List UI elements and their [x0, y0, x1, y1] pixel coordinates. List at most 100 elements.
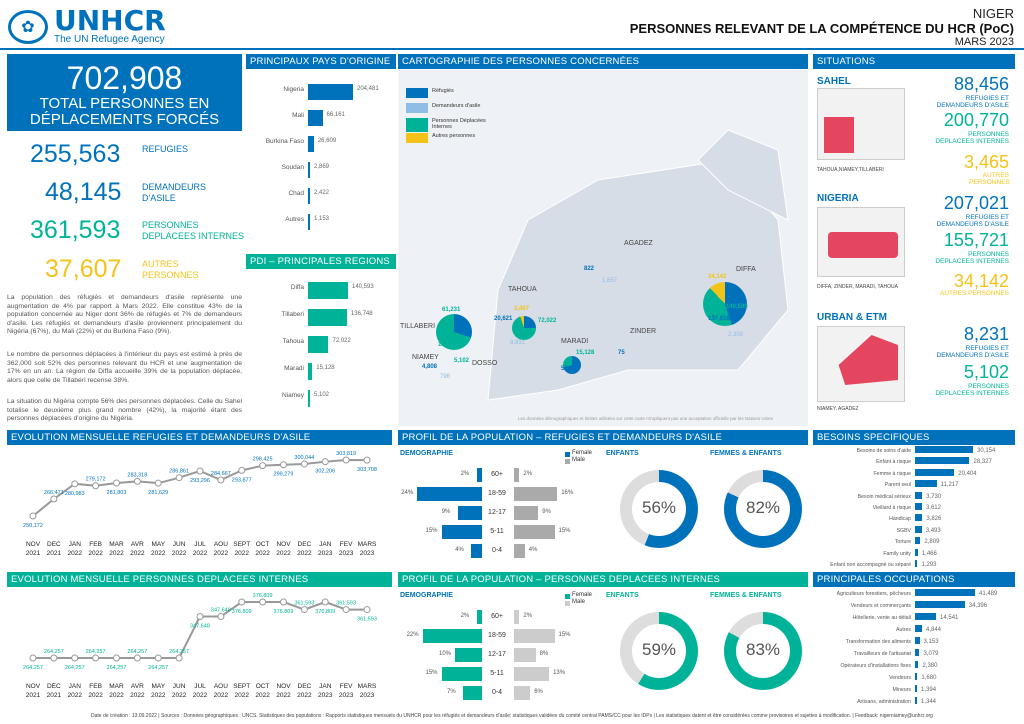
month-tick: OCT: [256, 683, 270, 690]
org-name: UNHCR: [54, 4, 166, 37]
situation-value: 88,456: [953, 74, 1009, 94]
data-label: 264,257: [127, 649, 147, 655]
month-tick: 2022: [172, 692, 187, 699]
male-bar: [514, 506, 539, 520]
donut-hole: [736, 482, 790, 536]
bar-value: 3,153: [923, 639, 939, 645]
data-label: 347,648: [190, 624, 210, 630]
data-point: [196, 613, 204, 621]
data-point: [29, 654, 37, 662]
stat-value: 361,593: [30, 216, 121, 244]
bar: [915, 514, 923, 522]
month-tick: 2022: [88, 550, 103, 557]
data-point: [29, 512, 37, 520]
data-point: [363, 456, 371, 464]
bar-value: 1,153: [314, 216, 330, 222]
month-tick: 2022: [235, 692, 250, 699]
month-tick: 2022: [130, 692, 145, 699]
data-label: 264,257: [23, 665, 43, 671]
data-label: 303,708: [357, 467, 377, 473]
month-tick: MAR: [109, 683, 124, 690]
data-label: 293,877: [232, 477, 252, 483]
bar: [308, 110, 323, 127]
demographie-label: DEMOGRAPHIE: [400, 450, 453, 457]
map-label: 4,808: [422, 364, 438, 370]
month-tick: JUN: [173, 683, 186, 690]
situation-sahel: SAHEL TAHOUA,NIAMEY,TILLABERI 88,456 REF…: [813, 72, 1015, 186]
month-tick: JUL: [194, 541, 206, 548]
data-label: 300,044: [294, 455, 314, 461]
situation-label: PERSONNES DEPLACEES INTERNES: [935, 131, 1009, 145]
month-tick: FEB: [89, 541, 102, 548]
month-tick: 2021: [47, 550, 62, 557]
month-tick: DEC: [47, 683, 61, 690]
bar: [915, 697, 917, 705]
month-tick: NOV: [276, 541, 291, 548]
situation-label: REFUGIES ET DEMANDEURS D'ASILE: [936, 95, 1009, 109]
male-bar: [514, 468, 520, 482]
donut-title: FEMMES & ENFANTS: [710, 592, 782, 599]
header: ✿ UNHCR The UN Refugee Agency NIGER PERS…: [0, 0, 1024, 50]
urban-map: [817, 326, 905, 402]
bar-value: 204,481: [357, 86, 379, 92]
country-title: NIGER: [972, 6, 1014, 21]
page-title: PERSONNES RELEVANT DE LA COMPÉTENCE DU H…: [629, 21, 1014, 36]
map-label: 34,142: [708, 274, 727, 280]
bar-label: Agriculteurs forestiers, pêcheurs: [836, 591, 911, 597]
month-tick: NOV: [26, 683, 41, 690]
data-point: [196, 467, 204, 475]
bar-label: Maradi: [284, 365, 304, 372]
stat-others: 37,607 AUTRES PERSONNES: [45, 255, 199, 284]
data-point: [363, 606, 371, 614]
bar: [308, 336, 329, 353]
legend-male: Male: [572, 457, 586, 463]
evo-ref-chart: 250,172 NOV 2021 266,471 DEC 2021 280,983 JAN 20…: [23, 451, 377, 557]
male-bar: [514, 610, 520, 624]
data-point: [175, 654, 183, 662]
bar: [915, 673, 918, 681]
map-label: 2,309: [728, 332, 744, 338]
month-tick: SEPT: [233, 683, 250, 690]
data-point: [133, 654, 141, 662]
bar: [308, 390, 310, 407]
map-label: 822: [584, 266, 595, 272]
female-pct: 2%: [460, 471, 470, 477]
map-label: 1,657: [602, 278, 618, 284]
region-niamey: NIAMEY: [412, 354, 439, 361]
report-date: MARS 2023: [954, 36, 1014, 48]
month-tick: MAY: [151, 541, 165, 548]
data-point: [92, 482, 100, 490]
donut-value: 59%: [641, 640, 677, 659]
bar: [915, 525, 922, 533]
data-label: 266,471: [44, 490, 64, 496]
female-pct: 2%: [460, 613, 470, 619]
bar-value: 2,809: [924, 539, 940, 546]
male-pct: 15%: [558, 632, 571, 638]
bar-value: 1,344: [921, 699, 937, 705]
bar: [915, 649, 920, 657]
female-pct: 9%: [441, 509, 451, 515]
situation-label: REFUGIES ET DEMANDEURS D'ASILE: [936, 345, 1009, 359]
month-tick: 2022: [276, 550, 291, 557]
bar: [915, 560, 918, 568]
bar: [915, 468, 955, 476]
sahel-map: [817, 88, 905, 160]
bar-label: Diffa: [290, 284, 304, 291]
month-tick: 2022: [109, 550, 124, 557]
month-tick: OCT: [256, 541, 270, 548]
stat-label: REFUGIES: [142, 144, 189, 154]
map-label: 8,831: [510, 340, 526, 346]
bar-value: 140,593: [352, 284, 374, 290]
month-tick: FEV: [340, 541, 353, 548]
pie-tillaberi: [436, 314, 472, 350]
month-tick: DEC: [47, 541, 61, 548]
age-label: 18-59: [488, 632, 506, 639]
data-point: [113, 479, 120, 487]
data-point: [71, 654, 79, 662]
situation-value: 5,102: [963, 362, 1009, 382]
org-subtitle: The UN Refugee Agency: [54, 34, 165, 45]
bar: [915, 625, 922, 633]
male-pct: 2%: [523, 471, 533, 477]
male-pct: 6%: [534, 689, 543, 695]
bar-value: 136,748: [350, 311, 373, 317]
